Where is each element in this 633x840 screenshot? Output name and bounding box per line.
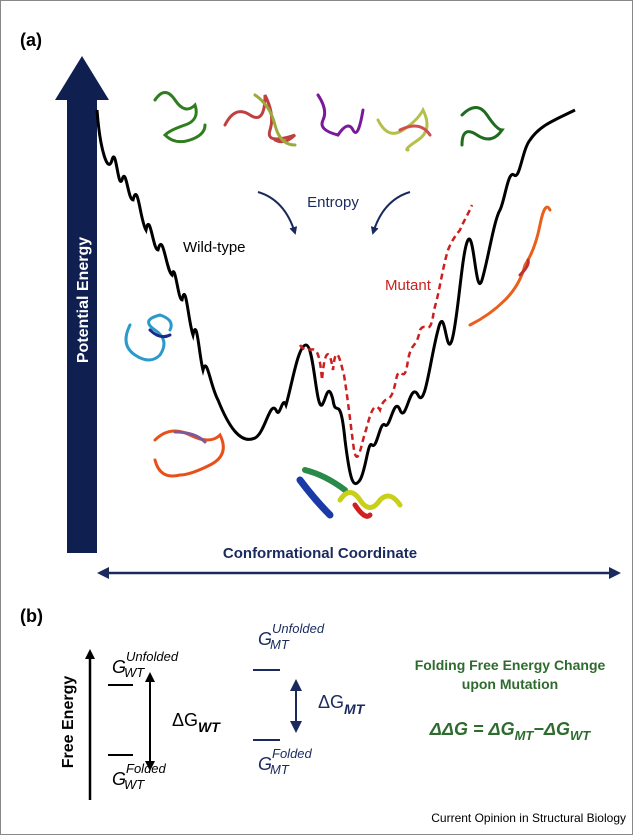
subscript: WT <box>124 777 145 792</box>
superscript: Folded <box>272 746 313 761</box>
y-axis-label: Free Energy <box>60 676 77 769</box>
subscript: MT <box>344 701 366 717</box>
y-axis-label: Potential Energy <box>75 237 92 363</box>
superscript: Unfolded <box>126 649 179 664</box>
equation-part: MT <box>515 728 535 743</box>
equation-part: ΔΔG <box>429 719 468 739</box>
equation-part: − <box>533 719 544 739</box>
superscript: Unfolded <box>272 621 325 636</box>
symbol: ΔG <box>318 692 344 712</box>
superscript: Folded <box>126 761 167 776</box>
heading: upon Mutation <box>462 676 558 692</box>
wild-type-label: Wild-type <box>183 239 246 256</box>
equation-part: = <box>468 719 489 739</box>
equation-part: ΔG <box>543 719 570 739</box>
subscript: WT <box>198 719 221 735</box>
x-axis-label: Conformational Coordinate <box>223 545 417 562</box>
mutant-label: Mutant <box>385 277 432 294</box>
entropy-label: Entropy <box>307 194 359 211</box>
subscript: MT <box>270 762 290 777</box>
subscript: WT <box>124 665 145 680</box>
panel-label: (a) <box>20 30 42 50</box>
panel-label: (b) <box>20 606 43 626</box>
figure: (a) Potential Energy Entropy Wild-type M… <box>0 0 633 835</box>
subscript: MT <box>270 637 290 652</box>
footer: Current Opinion in Structural Biology <box>431 811 626 825</box>
equation-part: ΔG <box>487 719 514 739</box>
equation-part: WT <box>570 728 591 743</box>
symbol: ΔG <box>172 710 198 730</box>
heading: Folding Free Energy Change <box>415 657 606 673</box>
